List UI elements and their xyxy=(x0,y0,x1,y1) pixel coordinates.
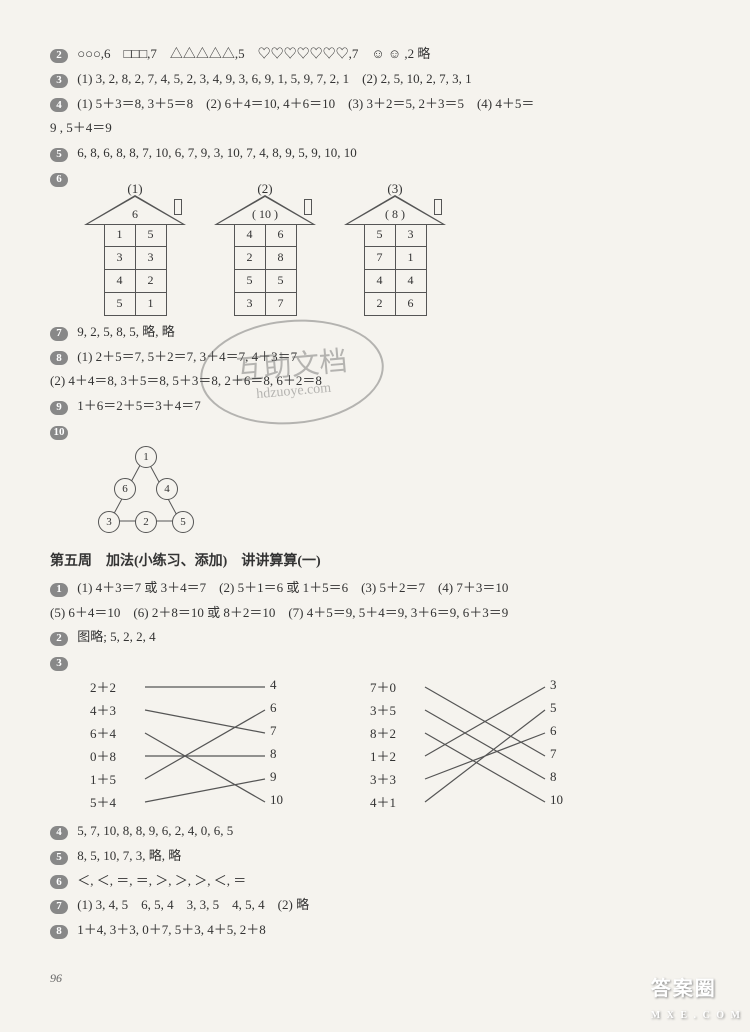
num-5: 5 xyxy=(50,148,68,162)
roof3: ( 8 ) xyxy=(350,207,440,222)
s5q7-text: (1) 3, 4, 5 6, 5, 4 3, 3, 5 4, 5, 4 (2) … xyxy=(77,897,309,912)
match-left: 2＋24＋36＋40＋81＋55＋4 4678910 xyxy=(90,677,310,817)
answer-q9: 9 1＋6＝2＋5＝3＋4＝7 xyxy=(50,396,700,417)
tri-top: 1 xyxy=(135,446,157,468)
s5q1-l1: (1) 4＋3＝7 或 3＋4＝7 (2) 5＋1＝6 或 1＋5＝6 (3) … xyxy=(77,580,508,595)
corner-logo: 答案圈M X E . C O M xyxy=(651,972,742,1024)
q9-text: 1＋6＝2＋5＝3＋4＝7 xyxy=(77,398,201,413)
q3-text: (1) 3, 2, 8, 2, 7, 4, 5, 2, 3, 4, 9, 3, … xyxy=(77,71,471,86)
wm-main: 互助文档 xyxy=(234,339,349,389)
tri-br: 5 xyxy=(172,511,194,533)
num-6: 6 xyxy=(50,173,68,187)
s5q6-text: ＜, ＜, ＝, ＝, ＞, ＞, ＞, ＜, ＝ xyxy=(77,873,246,888)
house3-grid: 53 71 44 26 xyxy=(364,223,427,316)
answer-q10: 10 xyxy=(50,421,700,442)
s5q8-text: 1＋4, 3＋3, 0＋7, 5＋3, 4＋5, 2＋8 xyxy=(77,922,266,937)
answer-q2: 2 ○○○,6 □□□,7 △△△△△,5 ♡♡♡♡♡♡♡,7 ☺ ☺ ,2 略 xyxy=(50,44,700,65)
tri-ml: 6 xyxy=(114,478,136,500)
s5q2-text: 图略; 5, 2, 2, 4 xyxy=(77,629,155,644)
matching-columns: 2＋24＋36＋40＋81＋55＋4 4678910 7＋03＋58＋21＋23… xyxy=(90,677,700,817)
q7-text: 9, 2, 5, 8, 5, 略, 略 xyxy=(77,324,175,339)
section5-title: 第五周 加法(小练习、添加) 讲讲算算(一) xyxy=(50,550,700,570)
s5-q3: 3 xyxy=(50,652,700,673)
answer-q7: 7 9, 2, 5, 8, 5, 略, 略 xyxy=(50,322,700,343)
triangle-figure: 1 6 4 3 2 5 xyxy=(90,446,210,536)
q4-l2: 9 , 5＋4＝9 xyxy=(50,120,112,135)
s5q1-l2: (5) 6＋4＝10 (6) 2＋8＝10 或 8＋2＝10 (7) 4＋5＝9… xyxy=(50,605,508,620)
q4-l1: (1) 5＋3＝8, 3＋5＝8 (2) 6＋4＝10, 4＋6＝10 (3) … xyxy=(77,96,534,111)
houses-row: (1) 6 15 33 42 51 (2) ( 10 ) 46 28 55 37… xyxy=(90,195,700,316)
s5-num-8: 8 xyxy=(50,925,68,939)
num-2: 2 xyxy=(50,49,68,63)
roof1: 6 xyxy=(90,207,180,222)
s5-q1: 1 (1) 4＋3＝7 或 3＋4＝7 (2) 5＋1＝6 或 1＋5＝6 (3… xyxy=(50,578,700,599)
tri-bm: 2 xyxy=(135,511,157,533)
num-8: 8 xyxy=(50,351,68,365)
answer-q4b: 9 , 5＋4＝9 xyxy=(50,118,700,139)
num-10: 10 xyxy=(50,426,68,440)
s5q4-text: 5, 7, 10, 8, 8, 9, 6, 2, 4, 0, 6, 5 xyxy=(77,823,233,838)
num-3: 3 xyxy=(50,74,68,88)
house-1: (1) 6 15 33 42 51 xyxy=(90,195,180,316)
answer-q4: 4 (1) 5＋3＝8, 3＋5＝8 (2) 6＋4＝10, 4＋6＝10 (3… xyxy=(50,94,700,115)
s5q5-text: 8, 5, 10, 7, 3, 略, 略 xyxy=(77,848,181,863)
s5-q7: 7 (1) 3, 4, 5 6, 5, 4 3, 3, 5 4, 5, 4 (2… xyxy=(50,895,700,916)
num-9: 9 xyxy=(50,401,68,415)
answer-q3: 3 (1) 3, 2, 8, 2, 7, 4, 5, 2, 3, 4, 9, 3… xyxy=(50,69,700,90)
s5-num-3: 3 xyxy=(50,657,68,671)
s5-num-4: 4 xyxy=(50,826,68,840)
s5-num-6: 6 xyxy=(50,875,68,889)
q5-text: 6, 8, 6, 8, 8, 7, 10, 6, 7, 9, 3, 10, 7,… xyxy=(77,145,357,160)
s5-num-2: 2 xyxy=(50,632,68,646)
s5-q2: 2 图略; 5, 2, 2, 4 xyxy=(50,627,700,648)
s5-q5: 5 8, 5, 10, 7, 3, 略, 略 xyxy=(50,846,700,867)
s5-num-5: 5 xyxy=(50,851,68,865)
answer-q5: 5 6, 8, 6, 8, 8, 7, 10, 6, 7, 9, 3, 10, … xyxy=(50,143,700,164)
q2-text: ○○○,6 □□□,7 △△△△△,5 ♡♡♡♡♡♡♡,7 ☺ ☺ ,2 略 xyxy=(77,46,430,61)
s5-num-1: 1 xyxy=(50,583,68,597)
s5-q4: 4 5, 7, 10, 8, 8, 9, 6, 2, 4, 0, 6, 5 xyxy=(50,821,700,842)
house-2: (2) ( 10 ) 46 28 55 37 xyxy=(220,195,310,316)
roof2: ( 10 ) xyxy=(220,207,310,222)
tri-bl: 3 xyxy=(98,511,120,533)
tri-mr: 4 xyxy=(156,478,178,500)
num-4: 4 xyxy=(50,98,68,112)
num-7: 7 xyxy=(50,327,68,341)
s5-q8: 8 1＋4, 3＋3, 0＋7, 5＋3, 4＋5, 2＋8 xyxy=(50,920,700,941)
page-number: 96 xyxy=(50,971,700,986)
s5-q1b: (5) 6＋4＝10 (6) 2＋8＝10 或 8＋2＝10 (7) 4＋5＝9… xyxy=(50,603,700,624)
house2-grid: 46 28 55 37 xyxy=(234,223,297,316)
house1-grid: 15 33 42 51 xyxy=(104,223,167,316)
house-3: (3) ( 8 ) 53 71 44 26 xyxy=(350,195,440,316)
s5-q6: 6 ＜, ＜, ＝, ＝, ＞, ＞, ＞, ＜, ＝ xyxy=(50,871,700,892)
s5-num-7: 7 xyxy=(50,900,68,914)
match-right: 7＋03＋58＋21＋23＋34＋1 3567810 xyxy=(370,677,590,817)
